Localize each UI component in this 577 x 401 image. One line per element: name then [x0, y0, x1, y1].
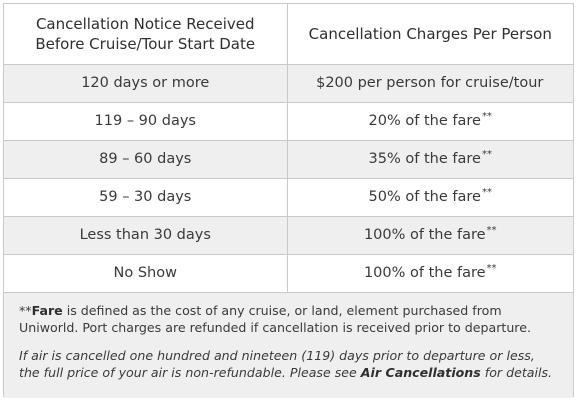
row-charge: 100% of the fare** [287, 254, 573, 293]
table-row: Less than 30 days 100% of the fare** [4, 216, 573, 255]
header-notice: Cancellation Notice Received Before Crui… [4, 4, 288, 65]
row-notice: 89 – 60 days [4, 140, 288, 179]
table-row: No Show 100% of the fare** [4, 254, 573, 293]
row-notice: No Show [4, 254, 288, 293]
cancellation-policy: Cancellation Notice Received Before Crui… [3, 3, 574, 398]
air-cancellation-note: If air is cancelled one hundred and nine… [19, 347, 553, 380]
header-charges: Cancellation Charges Per Person [287, 4, 573, 65]
row-charge: 35% of the fare** [287, 140, 573, 179]
fare-definition: **Fare is defined as the cost of any cru… [19, 302, 531, 335]
row-notice: 119 – 90 days [4, 102, 288, 141]
table-header-row: Cancellation Notice Received Before Crui… [4, 4, 573, 65]
table-row: 120 days or more $200 per person for cru… [4, 64, 573, 103]
row-notice: 120 days or more [4, 64, 288, 103]
row-notice: 59 – 30 days [4, 178, 288, 217]
row-charge: 50% of the fare** [287, 178, 573, 217]
table-row: 119 – 90 days 20% of the fare** [4, 102, 573, 141]
air-cancellations-link[interactable]: Air Cancellations [360, 364, 481, 380]
table-row: 89 – 60 days 35% of the fare** [4, 140, 573, 179]
row-charge: 100% of the fare** [287, 216, 573, 255]
cancellation-table: Cancellation Notice Received Before Crui… [4, 4, 573, 293]
row-charge: 20% of the fare** [287, 102, 573, 141]
table-row: 59 – 30 days 50% of the fare** [4, 178, 573, 217]
row-charge: $200 per person for cruise/tour [287, 64, 573, 103]
row-notice: Less than 30 days [4, 216, 288, 255]
fare-footnote: **Fare is defined as the cost of any cru… [4, 292, 573, 398]
fare-term: Fare [31, 302, 63, 318]
